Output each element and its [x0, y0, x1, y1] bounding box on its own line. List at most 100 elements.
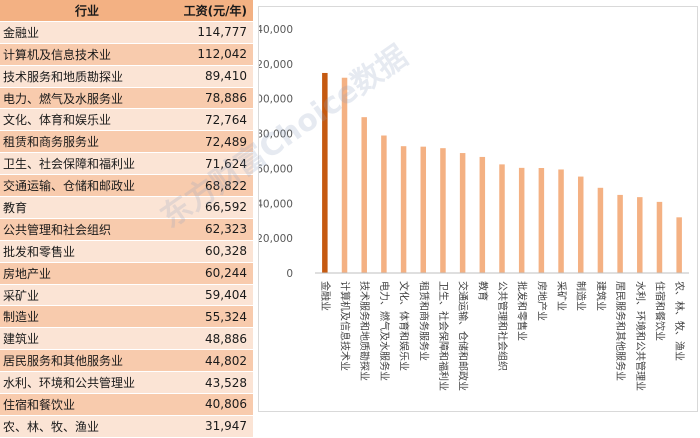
table-body: 金融业 114,777 计算机及信息技术业 112,042 技术服务和地质勘探业 89,4… [0, 21, 253, 438]
x-tick-label: 公共管理和社会组织 [496, 281, 509, 371]
industry-cell: 卫生、社会保障和福利业 [0, 152, 174, 176]
bar [577, 176, 584, 273]
table-row: 公共管理和社会组织 62,323 [0, 218, 253, 241]
table-row: 住宿和餐饮业 40,806 [0, 393, 253, 416]
wage-cell: 71,624 [174, 152, 253, 176]
x-tick-label: 住宿和餐饮业 [653, 281, 666, 341]
industry-cell: 制造业 [0, 305, 174, 329]
x-tick-label: 文化、体育和娱乐业 [398, 281, 411, 371]
x-tick-label: 采矿业 [555, 281, 568, 311]
x-tick-label: 交通运输、仓储和邮政业 [457, 281, 470, 391]
industry-cell: 房地产业 [0, 262, 174, 285]
table-header-row: 行业 工资(元/年) [0, 0, 253, 22]
x-tick-label: 电力、燃气及水服务业 [378, 281, 391, 381]
industry-cell: 电力、燃气及水服务业 [0, 87, 174, 110]
table-row: 居民服务和其他服务业 44,802 [0, 349, 253, 373]
bar [459, 153, 466, 273]
bar [617, 194, 623, 273]
wage-cell: 60,328 [174, 240, 253, 263]
industry-cell: 交通运输、仓储和邮政业 [0, 174, 174, 198]
wage-cell: 89,410 [174, 65, 253, 88]
bar [676, 217, 682, 273]
table-row: 文化、体育和娱乐业 72,764 [0, 108, 253, 132]
bar [558, 169, 564, 273]
header-wage: 工资(元/年) [174, 0, 253, 22]
bar [381, 135, 387, 273]
x-tick-label: 房地产业 [535, 281, 548, 321]
y-tick-label: 140,000 [259, 24, 293, 36]
y-tick-label: 120,000 [259, 59, 293, 71]
x-tick-label: 农、林、牧、渔业 [673, 281, 686, 361]
wage-cell: 78,886 [174, 87, 253, 110]
bar [656, 201, 663, 273]
x-tick-label: 教育 [476, 281, 489, 301]
bar [361, 117, 367, 273]
wage-cell: 114,777 [174, 21, 253, 44]
industry-cell: 计算机及信息技术业 [0, 43, 174, 66]
y-tick-label: 100,000 [259, 94, 293, 106]
industry-cell: 公共管理和社会组织 [0, 218, 174, 241]
x-tick-label: 批发和零售业 [516, 281, 529, 341]
y-tick-label: 80,000 [259, 129, 293, 141]
industry-cell: 采矿业 [0, 284, 174, 307]
table-row: 农、林、牧、渔业 31,947 [0, 415, 253, 438]
table-row: 金融业 114,777 [0, 21, 253, 44]
chart-svg: 0 20,000 40,000 60,000 80,000 100,000 120,000 1… [259, 24, 689, 391]
y-tick-label: 60,000 [259, 163, 293, 175]
wage-cell: 55,324 [174, 305, 253, 329]
table-row: 建筑业 48,886 [0, 327, 253, 351]
industry-cell: 文化、体育和娱乐业 [0, 108, 174, 132]
table-row: 租赁和商务服务业 72,489 [0, 130, 253, 154]
industry-cell: 农、林、牧、渔业 [0, 415, 174, 438]
wage-cell: 43,528 [174, 371, 253, 395]
x-axis-ticks: 金融业 计算机及信息技术业 技术服务和地质勘探业 电力、燃气及水服务业 文化、体育和娱乐… [319, 281, 686, 391]
y-axis-ticks: 0 20,000 40,000 60,000 80,000 100,000 120,000 1… [259, 24, 293, 280]
wage-cell: 68,822 [174, 174, 253, 198]
bar [538, 168, 545, 273]
industry-cell: 居民服务和其他服务业 [0, 349, 174, 373]
table-row: 采矿业 59,404 [0, 284, 253, 307]
wage-cell: 112,042 [174, 43, 253, 66]
table-row: 教育 66,592 [0, 196, 253, 219]
bar [341, 77, 348, 273]
industry-cell: 建筑业 [0, 327, 174, 351]
table-row: 水利、环境和公共管理业 43,528 [0, 371, 253, 395]
industry-cell: 批发和零售业 [0, 240, 174, 263]
wage-cell: 44,802 [174, 349, 253, 373]
industry-cell: 租赁和商务服务业 [0, 130, 174, 154]
wage-bar-chart: 0 20,000 40,000 60,000 80,000 100,000 120,000 1… [258, 6, 698, 412]
bar [420, 146, 427, 273]
x-tick-label: 建筑业 [594, 281, 607, 311]
industry-cell: 教育 [0, 196, 174, 219]
x-tick-label: 租赁和商务服务业 [417, 281, 430, 361]
wage-cell: 40,806 [174, 393, 253, 416]
x-tick-label: 居民服务和其他服务业 [614, 281, 627, 381]
header-industry: 行业 [0, 0, 174, 22]
x-tick-label: 计算机及信息技术业 [339, 281, 352, 371]
x-tick-label: 制造业 [575, 281, 588, 311]
industry-cell: 技术服务和地质勘探业 [0, 65, 174, 88]
wage-cell: 72,489 [174, 130, 253, 154]
wage-cell: 62,323 [174, 218, 253, 241]
x-tick-label: 金融业 [319, 281, 332, 311]
salary-table: 行业 工资(元/年) 金融业 114,777 计算机及信息技术业 112,042 技术服… [0, 0, 253, 438]
table-row: 技术服务和地质勘探业 89,410 [0, 65, 253, 88]
bar [637, 197, 643, 273]
bars [322, 72, 682, 273]
salary-table-panel: 行业 工资(元/年) 金融业 114,777 计算机及信息技术业 112,042 技术服… [0, 0, 253, 438]
wage-cell: 66,592 [174, 196, 253, 219]
wage-cell: 48,886 [174, 327, 253, 351]
wage-cell: 31,947 [174, 415, 253, 438]
table-row: 批发和零售业 60,328 [0, 240, 253, 263]
table-row: 电力、燃气及水服务业 78,886 [0, 87, 253, 110]
industry-cell: 金融业 [0, 21, 174, 44]
wage-cell: 60,244 [174, 262, 253, 285]
y-tick-label: 40,000 [259, 198, 293, 210]
x-tick-label: 水利、环境和公共管理业 [634, 281, 647, 391]
bar [400, 146, 407, 273]
bar [322, 72, 328, 273]
table-row: 制造业 55,324 [0, 305, 253, 329]
table-row: 卫生、社会保障和福利业 71,624 [0, 152, 253, 176]
bar [518, 167, 525, 273]
industry-cell: 住宿和餐饮业 [0, 393, 174, 416]
